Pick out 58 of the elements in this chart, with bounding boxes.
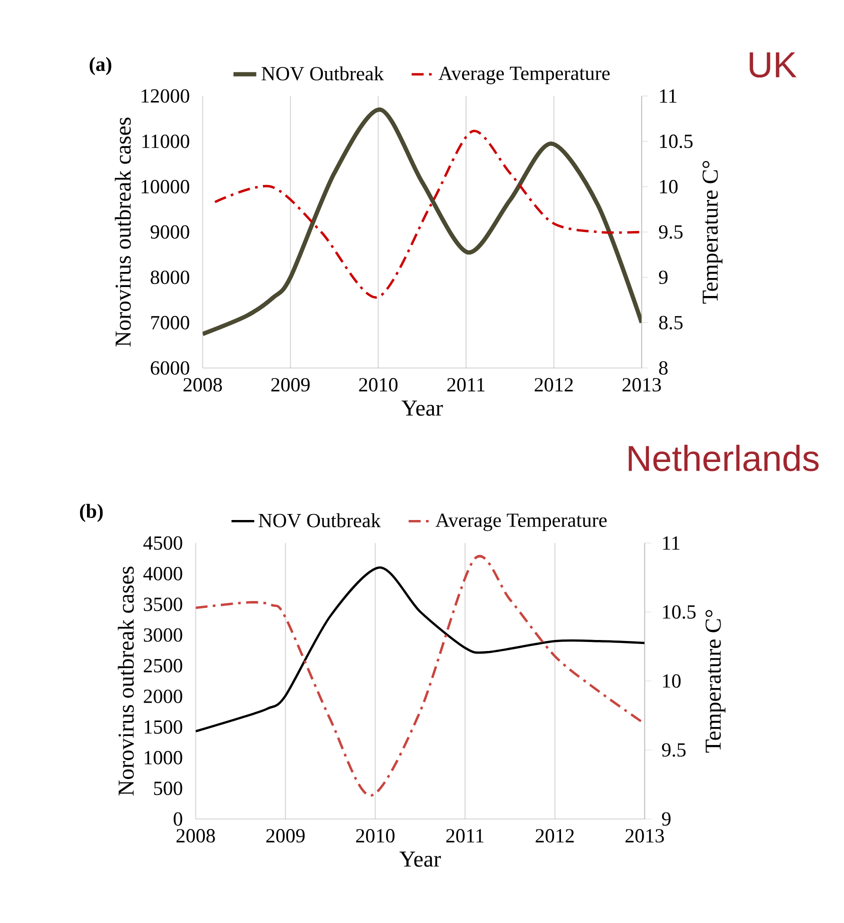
y-tick-label: 500 xyxy=(154,782,182,796)
x-tick-label: 2013 xyxy=(622,378,662,392)
y-tick-label: 11000 xyxy=(142,134,190,148)
y-tick-label: 0 xyxy=(174,812,182,826)
y-axis-title: Norovirus outbreak cases xyxy=(118,566,134,796)
y2-tick-label: 11 xyxy=(663,536,680,550)
y-tick-label: 1500 xyxy=(144,720,182,734)
x-tick-label: 2011 xyxy=(446,829,484,843)
y-tick-label: 2500 xyxy=(144,658,182,672)
y-tick-label: 6000 xyxy=(150,361,190,375)
y-tick-label: 3500 xyxy=(144,598,182,612)
y2-tick-label: 10 xyxy=(660,180,678,194)
y-tick-label: 8000 xyxy=(150,270,190,284)
y2-tick-label: 10.5 xyxy=(660,134,693,148)
y-axis-title: Norovirus outbreak cases xyxy=(115,118,131,347)
legend-label: NOV Outbreak xyxy=(258,513,381,528)
y-tick-label: 12000 xyxy=(142,89,190,103)
line-series xyxy=(202,107,642,336)
x-tick-label: 2008 xyxy=(184,378,222,392)
x-tick-label: 2009 xyxy=(272,378,310,392)
legend-label: Average Temperature xyxy=(436,514,607,532)
x-axis-title: Year xyxy=(400,852,442,867)
x-tick-label: 2013 xyxy=(626,829,664,843)
x-tick-label: 2010 xyxy=(356,829,395,843)
y-tick-label: 9000 xyxy=(150,225,190,239)
y2-tick-label: 10 xyxy=(663,674,681,688)
x-tick-label: 2009 xyxy=(266,829,305,843)
x-tick-label: 2012 xyxy=(536,829,574,843)
x-tick-label: 2010 xyxy=(359,378,398,392)
y-tick-label: 1000 xyxy=(144,750,182,764)
y-tick-label: 10000 xyxy=(142,180,190,194)
y2-tick-label: 11 xyxy=(660,89,677,103)
y2-tick-label: 8 xyxy=(659,361,668,375)
text: Netherlands xyxy=(628,444,819,472)
y-tick-label: 4000 xyxy=(144,566,182,580)
legend-label: NOV Outbreak xyxy=(262,66,384,81)
x-tick-label: 2011 xyxy=(447,378,485,392)
legend-label: Average Temperature xyxy=(438,66,610,84)
x-tick-label: 2012 xyxy=(534,378,573,392)
y2-tick-label: 8.5 xyxy=(659,316,683,330)
line-series xyxy=(214,130,642,298)
y-tick-label: 7000 xyxy=(151,316,190,330)
text: UK xyxy=(750,52,797,78)
y-tick-label: 4500 xyxy=(144,536,182,550)
y2-axis-title: Temperature C° xyxy=(706,610,726,753)
y2-tick-label: 9.5 xyxy=(662,743,686,757)
y2-tick-label: 9 xyxy=(662,812,671,826)
y-tick-label: 3000 xyxy=(144,628,182,642)
y2-tick-label: 9.5 xyxy=(659,225,683,239)
y2-tick-label: 9 xyxy=(659,270,668,284)
y2-axis-title: Temperature C° xyxy=(702,161,723,304)
x-tick-label: 2008 xyxy=(176,829,216,843)
y2-tick-label: 10.5 xyxy=(663,605,696,619)
chart-title: (a) xyxy=(90,57,112,76)
x-axis-title: Year xyxy=(402,400,444,416)
line-series xyxy=(196,566,645,732)
y-tick-label: 2000 xyxy=(144,690,182,704)
chart-title: (b) xyxy=(80,504,103,522)
